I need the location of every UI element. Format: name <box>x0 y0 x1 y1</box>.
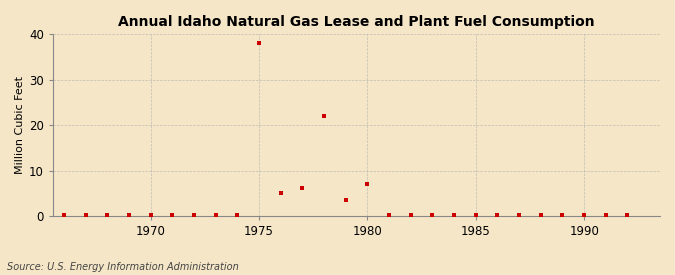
Point <box>622 212 633 217</box>
Point <box>557 212 568 217</box>
Title: Annual Idaho Natural Gas Lease and Plant Fuel Consumption: Annual Idaho Natural Gas Lease and Plant… <box>118 15 595 29</box>
Point <box>145 212 156 217</box>
Point <box>319 114 329 118</box>
Point <box>514 212 524 217</box>
Point <box>449 212 460 217</box>
Point <box>275 191 286 196</box>
Point <box>535 212 546 217</box>
Point <box>80 212 91 217</box>
Point <box>340 198 351 202</box>
Point <box>297 186 308 190</box>
Point <box>124 212 134 217</box>
Y-axis label: Million Cubic Feet: Million Cubic Feet <box>15 76 25 174</box>
Point <box>232 212 243 217</box>
Point <box>383 212 394 217</box>
Point <box>59 212 70 217</box>
Point <box>427 212 438 217</box>
Point <box>210 212 221 217</box>
Text: Source: U.S. Energy Information Administration: Source: U.S. Energy Information Administ… <box>7 262 238 272</box>
Point <box>362 182 373 186</box>
Point <box>492 212 503 217</box>
Point <box>188 212 199 217</box>
Point <box>102 212 113 217</box>
Point <box>405 212 416 217</box>
Point <box>167 212 178 217</box>
Point <box>470 212 481 217</box>
Point <box>600 212 611 217</box>
Point <box>254 41 265 46</box>
Point <box>578 212 589 217</box>
